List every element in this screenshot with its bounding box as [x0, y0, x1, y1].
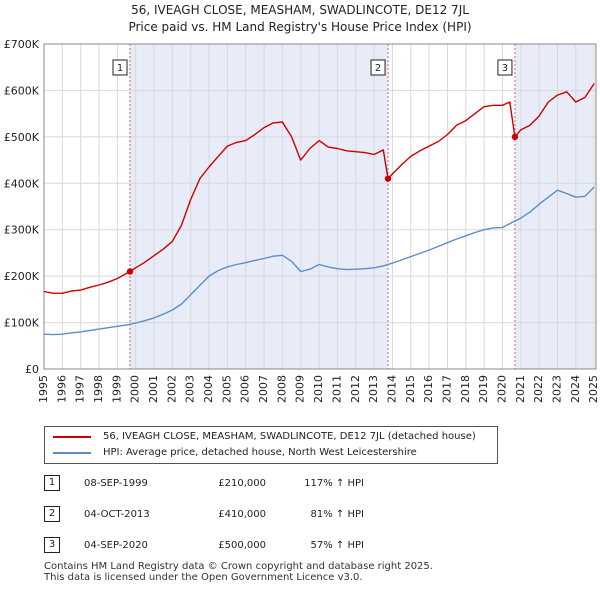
x-tick-label: 2010 [312, 375, 325, 403]
sale-label-number: 2 [375, 63, 381, 74]
legend-label-property: 56, IVEAGH CLOSE, MEASHAM, SWADLINCOTE, … [103, 431, 476, 442]
sale-number-badge: 1 [44, 475, 60, 491]
sale-price: £410,000 [218, 509, 266, 520]
shaded-span-1 [130, 44, 389, 369]
x-tick-label: 2020 [495, 375, 508, 403]
chart-title: 56, IVEAGH CLOSE, MEASHAM, SWADLINCOTE, … [131, 3, 469, 17]
plot-border [43, 43, 597, 370]
x-tick-label: 2022 [532, 375, 545, 403]
sale-hpi-change: 57% ↑ HPI [310, 540, 364, 551]
x-tick-label: 2023 [550, 375, 563, 403]
x-tick-label: 1997 [74, 375, 87, 403]
x-tick-label: 2000 [129, 375, 142, 403]
x-tick-label: 2019 [477, 375, 490, 403]
sale-point-2 [384, 175, 392, 182]
x-tick-label: 1999 [110, 375, 123, 403]
x-tick-label: 2024 [569, 375, 582, 403]
sale-label-number: 1 [117, 63, 123, 74]
sale-hpi-change: 81% ↑ HPI [310, 509, 364, 520]
chart-subtitle: Price paid vs. HM Land Registry's House … [128, 20, 472, 34]
x-tick-label: 2016 [422, 375, 435, 403]
footer: Contains HM Land Registry data © Crown c… [44, 561, 433, 583]
x-tick-label: 2015 [404, 375, 417, 403]
x-tick-label: 1998 [92, 375, 105, 403]
price-chart: £0 £100K £200K £300K £400K £500K £600K £700K 199… [4, 38, 600, 403]
x-tick-label: 2025 [587, 375, 600, 403]
x-tick-label: 2002 [165, 375, 178, 403]
x-tick-label: 2018 [459, 375, 472, 403]
chart-title-block: 56, IVEAGH CLOSE, MEASHAM, SWADLINCOTE, … [0, 2, 600, 36]
footer-copyright: Contains HM Land Registry data © Crown c… [44, 561, 433, 572]
x-tick-label: 2012 [349, 375, 362, 403]
x-tick-label: 2008 [275, 375, 288, 403]
shaded-span-2 [514, 44, 595, 369]
y-tick-label: £700K [4, 38, 40, 51]
legend-label-hpi: HPI: Average price, detached house, Nort… [103, 447, 417, 458]
y-tick-label: £300K [4, 224, 40, 237]
y-tick-label: £400K [4, 177, 40, 190]
x-tick-label: 2006 [239, 375, 252, 403]
x-tick-label: 2005 [220, 375, 233, 403]
x-tick-label: 2017 [440, 375, 453, 403]
sale-number-badge: 3 [44, 537, 60, 553]
x-tick-label: 2007 [257, 375, 270, 403]
sale-point-1 [126, 268, 134, 275]
sale-label-box-1 [112, 59, 128, 76]
sale-hpi-change: 117% ↑ HPI [304, 478, 364, 489]
x-tick-label: 2009 [294, 375, 307, 403]
x-tick-label: 2021 [514, 375, 527, 403]
y-tick-label: £100K [4, 317, 40, 330]
y-tick-label: £0 [25, 363, 39, 376]
sale-point-3 [511, 133, 519, 141]
x-tick-label: 1995 [37, 375, 50, 403]
sale-price: £500,000 [218, 540, 266, 551]
sale-date: 04-SEP-2020 [84, 540, 148, 551]
sale-price: £210,000 [218, 478, 266, 489]
x-tick-label: 2014 [385, 375, 398, 403]
sale-label-box-2 [370, 59, 386, 76]
sale-label-box-3 [497, 59, 513, 76]
y-tick-label: £200K [4, 270, 40, 283]
property-price-line [43, 83, 595, 294]
legend-swatch-property [53, 436, 91, 438]
x-tick-label: 2001 [147, 375, 160, 403]
sale-date: 08-SEP-1999 [84, 478, 148, 489]
x-tick-label: 2004 [202, 375, 215, 403]
hpi-line [43, 186, 595, 336]
footer-licence: This data is licensed under the Open Gov… [44, 572, 363, 583]
y-tick-label: £600K [4, 84, 40, 97]
x-tick-label: 1996 [55, 375, 68, 403]
legend-swatch-hpi [53, 452, 91, 454]
y-tick-label: £500K [4, 131, 40, 144]
x-tick-label: 2013 [367, 375, 380, 403]
legend: 56, IVEAGH CLOSE, MEASHAM, SWADLINCOTE, … [44, 426, 498, 464]
sale-date: 04-OCT-2013 [84, 509, 150, 520]
x-tick-label: 2003 [184, 375, 197, 403]
sale-number-badge: 2 [44, 506, 60, 522]
sale-label-number: 3 [502, 63, 508, 74]
x-tick-label: 2011 [330, 375, 343, 403]
